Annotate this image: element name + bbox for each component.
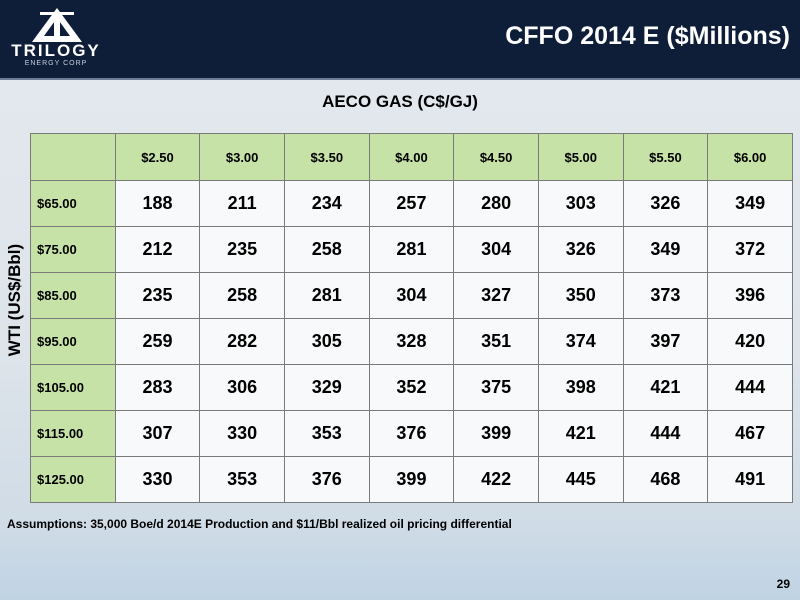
row-header: $65.00 — [30, 180, 116, 227]
value-cell: 467 — [707, 410, 793, 457]
value-cell: 350 — [537, 272, 624, 319]
value-cell: 349 — [707, 180, 793, 227]
column-header: $6.00 — [707, 133, 793, 181]
data-row: $65.00 188 211 234 257 280 303 326 349 — [30, 180, 793, 227]
corner-cell — [30, 133, 116, 181]
value-cell: 491 — [707, 456, 793, 503]
value-cell: 329 — [283, 364, 370, 411]
value-cell: 304 — [368, 272, 455, 319]
data-row: $125.00 330 353 376 399 422 445 468 491 — [30, 456, 793, 503]
row-header-title: WTI (US$/Bbl) — [5, 243, 24, 357]
value-cell: 326 — [537, 226, 624, 273]
value-cell: 374 — [537, 318, 624, 365]
row-header: $95.00 — [30, 318, 116, 365]
page-number: 29 — [776, 577, 790, 591]
value-cell: 306 — [199, 364, 285, 411]
value-cell: 188 — [114, 180, 201, 227]
value-cell: 330 — [114, 456, 201, 503]
data-row: $105.00 283 306 329 352 375 398 421 444 — [30, 364, 793, 411]
value-cell: 259 — [114, 318, 201, 365]
value-cell: 258 — [283, 226, 370, 273]
value-cell: 421 — [622, 364, 709, 411]
value-cell: 445 — [537, 456, 624, 503]
data-row: $85.00 235 258 281 304 327 350 373 396 — [30, 272, 793, 319]
value-cell: 372 — [707, 226, 793, 273]
value-cell: 376 — [368, 410, 455, 457]
footnote: Assumptions: 35,000 Boe/d 2014E Producti… — [7, 517, 512, 531]
value-cell: 421 — [537, 410, 624, 457]
value-cell: 280 — [453, 180, 539, 227]
value-cell: 281 — [368, 226, 455, 273]
value-cell: 257 — [368, 180, 455, 227]
value-cell: 349 — [622, 226, 709, 273]
value-cell: 234 — [283, 180, 370, 227]
value-cell: 397 — [622, 318, 709, 365]
row-header: $105.00 — [30, 364, 116, 411]
value-cell: 420 — [707, 318, 793, 365]
value-cell: 373 — [622, 272, 709, 319]
logo-mark — [32, 8, 82, 42]
sensitivity-table: $2.50 $3.00 $3.50 $4.00 $4.50 $5.00 $5.50 $6.00… — [30, 133, 793, 503]
value-cell: 396 — [707, 272, 793, 319]
value-cell: 235 — [199, 226, 285, 273]
value-cell: 212 — [114, 226, 201, 273]
value-cell: 399 — [453, 410, 539, 457]
column-header-title: AECO GAS (C$/GJ) — [322, 92, 478, 111]
value-cell: 399 — [368, 456, 455, 503]
value-cell: 375 — [453, 364, 539, 411]
value-cell: 353 — [283, 410, 370, 457]
value-cell: 398 — [537, 364, 624, 411]
slide-title: CFFO 2014 E ($Millions) — [505, 22, 790, 50]
row-header: $85.00 — [30, 272, 116, 319]
data-row: $115.00 307 330 353 376 399 421 444 467 — [30, 410, 793, 457]
header-row: $2.50 $3.00 $3.50 $4.00 $4.50 $5.00 $5.50 $6.00 — [30, 133, 793, 181]
value-cell: 235 — [114, 272, 201, 319]
column-header: $2.50 — [114, 133, 201, 181]
column-header: $3.00 — [199, 133, 285, 181]
value-cell: 326 — [622, 180, 709, 227]
data-row: $95.00 259 282 305 328 351 374 397 420 — [30, 318, 793, 365]
value-cell: 305 — [283, 318, 370, 365]
value-cell: 327 — [453, 272, 539, 319]
column-header: $4.50 — [453, 133, 539, 181]
value-cell: 283 — [114, 364, 201, 411]
logo-subtitle: ENERGY CORP — [24, 60, 88, 67]
value-cell: 303 — [537, 180, 624, 227]
row-header: $115.00 — [30, 410, 116, 457]
value-cell: 422 — [453, 456, 539, 503]
row-header: $75.00 — [30, 226, 116, 273]
value-cell: 258 — [199, 272, 285, 319]
row-header: $125.00 — [30, 456, 116, 503]
value-cell: 444 — [622, 410, 709, 457]
value-cell: 444 — [707, 364, 793, 411]
column-header: $5.00 — [537, 133, 624, 181]
column-header: $3.50 — [283, 133, 370, 181]
value-cell: 211 — [199, 180, 285, 227]
value-cell: 281 — [283, 272, 370, 319]
value-cell: 468 — [622, 456, 709, 503]
value-cell: 304 — [453, 226, 539, 273]
column-header: $5.50 — [622, 133, 709, 181]
value-cell: 352 — [368, 364, 455, 411]
value-cell: 307 — [114, 410, 201, 457]
value-cell: 328 — [368, 318, 455, 365]
value-cell: 376 — [283, 456, 370, 503]
header-bar: TRILOGY ENERGY CORP CFFO 2014 E ($Millio… — [0, 0, 800, 80]
value-cell: 353 — [199, 456, 285, 503]
column-header: $4.00 — [368, 133, 455, 181]
logo-name: TRILOGY — [11, 41, 101, 60]
value-cell: 330 — [199, 410, 285, 457]
data-row: $75.00 212 235 258 281 304 326 349 372 — [30, 226, 793, 273]
value-cell: 282 — [199, 318, 285, 365]
value-cell: 351 — [453, 318, 539, 365]
